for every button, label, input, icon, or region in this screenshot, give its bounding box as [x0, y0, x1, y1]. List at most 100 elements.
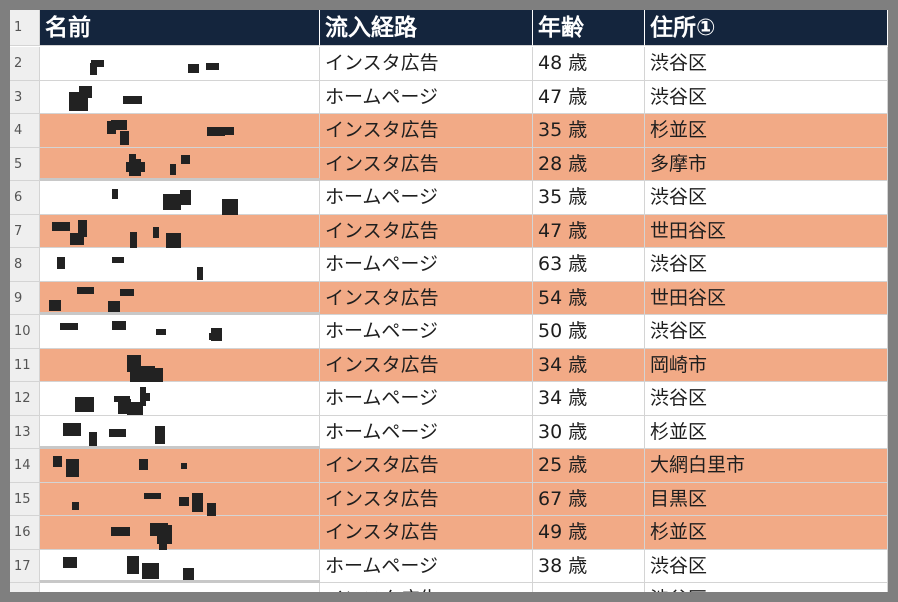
- address-cell: 世田谷区: [645, 281, 888, 315]
- route-cell: インスタ広告: [320, 449, 533, 483]
- redaction: [112, 257, 124, 263]
- row-number: 14: [10, 449, 40, 483]
- redaction: [156, 329, 166, 335]
- address-cell: 杉並区: [645, 415, 888, 449]
- route-cell: インスタ広告: [320, 516, 533, 550]
- age-cell: 63 歳: [533, 248, 645, 282]
- separator: [40, 580, 320, 585]
- redaction: [130, 231, 137, 251]
- redaction: [127, 402, 143, 415]
- redaction: [179, 496, 189, 506]
- age-cell: 28 歳: [533, 147, 645, 181]
- separator: [40, 446, 320, 451]
- name-cell: [40, 583, 320, 592]
- route-cell: インスタ広告: [320, 281, 533, 315]
- row-number: 2: [10, 47, 40, 81]
- redaction: [140, 387, 146, 406]
- name-cell: [40, 47, 320, 81]
- address-cell: 渋谷区: [645, 382, 888, 416]
- row-number: [10, 583, 40, 592]
- redaction: [123, 95, 142, 104]
- redaction: [188, 64, 199, 73]
- name-cell: [40, 114, 320, 148]
- row-number: 4: [10, 114, 40, 148]
- row-number: 10: [10, 315, 40, 349]
- age-cell: 35 歳: [533, 181, 645, 215]
- spreadsheet: 1 名前 流入経路 年齢 住所① 2 インスタ広告 48 歳渋谷区 3 ホームページ 47 歳渋谷区…: [10, 10, 888, 592]
- route-cell: インスタ広告: [320, 214, 533, 248]
- address-cell: 渋谷区: [645, 248, 888, 282]
- row-number: 17: [10, 549, 40, 583]
- address-cell: 杉並区: [645, 516, 888, 550]
- route-cell: インスタ広告: [320, 348, 533, 382]
- address-cell: 杉並区: [645, 114, 888, 148]
- name-cell: [40, 348, 320, 382]
- name-cell: [40, 549, 320, 583]
- row-number: 8: [10, 248, 40, 282]
- redaction: [222, 199, 238, 217]
- age-cell: 49 歳: [533, 516, 645, 550]
- address-cell: 渋谷区: [645, 47, 888, 81]
- route-cell: ホームページ: [320, 181, 533, 215]
- header-cell: 住所①: [645, 10, 888, 46]
- address-cell: 目黒区: [645, 482, 888, 516]
- redaction: [127, 555, 139, 574]
- redaction: [120, 131, 129, 145]
- redaction: [207, 127, 225, 136]
- route-cell: インスタ広告: [320, 47, 533, 81]
- row-number: 6: [10, 181, 40, 215]
- redaction: [72, 501, 79, 510]
- address-cell: 渋谷区: [645, 80, 888, 114]
- redaction: [112, 189, 118, 199]
- redaction: [153, 226, 159, 238]
- age-cell: 30 歳: [533, 415, 645, 449]
- redaction: [90, 63, 97, 75]
- age-cell: 25 歳: [533, 449, 645, 483]
- redaction: [111, 120, 127, 130]
- redaction: [180, 190, 191, 205]
- age-cell: 34 歳: [533, 348, 645, 382]
- header-cell: 流入経路: [320, 10, 533, 46]
- name-cell: [40, 516, 320, 550]
- redaction: [142, 393, 150, 401]
- redaction: [129, 153, 136, 163]
- redaction: [53, 456, 62, 467]
- header-cell: 名前: [40, 10, 320, 46]
- row-number: 7: [10, 214, 40, 248]
- address-cell: 渋谷区: [645, 181, 888, 215]
- separator: [40, 312, 320, 317]
- age-cell: [533, 583, 645, 592]
- redaction: [91, 60, 104, 67]
- age-cell: 47 歳: [533, 214, 645, 248]
- redaction: [66, 459, 79, 477]
- redaction: [170, 163, 176, 175]
- row-number: 11: [10, 348, 40, 382]
- address-cell: 大網白里市: [645, 449, 888, 483]
- route-cell: インスタ広告: [320, 583, 533, 592]
- redaction: [89, 431, 97, 447]
- redaction: [129, 158, 141, 176]
- redaction: [181, 154, 190, 164]
- redaction: [192, 492, 203, 512]
- age-cell: 54 歳: [533, 281, 645, 315]
- name-cell: [40, 248, 320, 282]
- route-cell: ホームページ: [320, 549, 533, 583]
- name-cell: [40, 147, 320, 181]
- route-cell: インスタ広告: [320, 147, 533, 181]
- redaction: [75, 397, 94, 412]
- header-cell: 年齢: [533, 10, 645, 46]
- route-cell: ホームページ: [320, 415, 533, 449]
- age-cell: 47 歳: [533, 80, 645, 114]
- route-cell: ホームページ: [320, 382, 533, 416]
- redaction: [52, 221, 70, 231]
- redaction: [60, 323, 78, 330]
- redaction: [111, 527, 130, 536]
- redaction: [181, 463, 187, 469]
- row-number: 15: [10, 482, 40, 516]
- row-number: 16: [10, 516, 40, 550]
- address-cell: 渋谷区: [645, 583, 888, 592]
- row-number: 3: [10, 80, 40, 114]
- redaction: [197, 267, 203, 280]
- redaction: [150, 523, 160, 536]
